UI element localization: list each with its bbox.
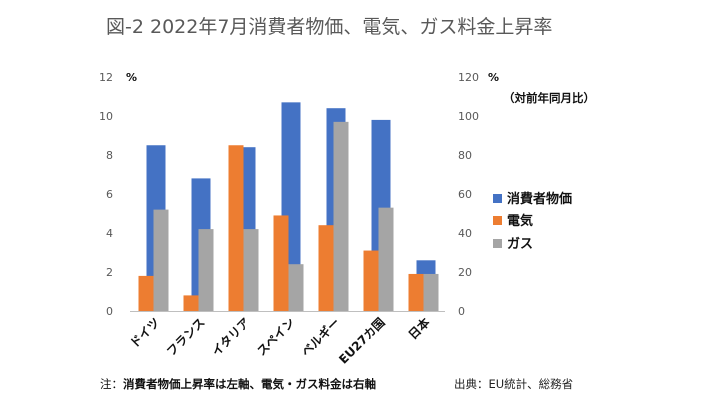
right-tick-label: 0 [458, 305, 465, 318]
chart-source: 出典：EU統計、総務省 [454, 377, 574, 391]
bar-gas [243, 229, 259, 311]
bar-gas [288, 264, 304, 311]
legend-label: 消費者物価 [507, 191, 572, 207]
left-tick-label: 6 [106, 188, 113, 201]
bar-gas [378, 207, 394, 311]
bar-electricity [228, 145, 244, 311]
bar-gas [198, 229, 214, 311]
bar-electricity [138, 275, 154, 311]
legend-label: 電気 [507, 213, 533, 229]
note-prefix: 注： [100, 377, 123, 391]
category-label: ドイツ [127, 315, 162, 350]
category-label: EU27カ国 [336, 315, 387, 366]
left-tick-label: 8 [106, 149, 113, 162]
category-label: ベルギー [298, 315, 343, 360]
chart-title: 図-2 2022年7月消費者物価、電気、ガス料金上昇率 [106, 16, 553, 38]
bar-electricity [363, 250, 379, 311]
bar-electricity [318, 225, 334, 311]
right-tick-label: 120 [458, 71, 479, 84]
left-tick-label: 10 [99, 110, 113, 123]
bar-electricity [273, 215, 289, 311]
bar-gas [333, 121, 349, 311]
left-tick-label: 0 [106, 305, 113, 318]
chart-note: 注：消費者物価上昇率は左軸、電気・ガス料金は右軸 [100, 376, 376, 392]
bar-electricity [408, 273, 424, 311]
right-tick-label: 100 [458, 110, 479, 123]
right-axis-unit: % [488, 71, 499, 84]
category-label: 日本 [405, 315, 433, 343]
legend-swatch [493, 194, 502, 203]
category-label: フランス [164, 315, 208, 359]
category-label: スペイン [254, 315, 297, 358]
bar-gas [423, 273, 439, 311]
right-tick-label: 80 [458, 149, 472, 162]
legend-swatch [493, 216, 502, 225]
note-text: 消費者物価上昇率は左軸、電気・ガス料金は右軸 [123, 377, 376, 391]
legend-label: ガス [507, 237, 533, 252]
bar-gas [153, 209, 169, 311]
left-tick-label: 2 [106, 266, 113, 279]
right-tick-label: 40 [458, 227, 472, 240]
right-axis-label: （対前年同月比） [503, 91, 595, 105]
category-label: イタリア [209, 315, 253, 359]
plot-area [138, 102, 439, 312]
left-axis-unit: % [126, 71, 137, 84]
left-tick-label: 12 [99, 71, 113, 84]
bar-electricity [183, 295, 199, 311]
right-tick-label: 20 [458, 266, 472, 279]
right-tick-label: 60 [458, 188, 472, 201]
left-tick-label: 4 [106, 227, 113, 240]
legend-swatch [493, 239, 502, 248]
